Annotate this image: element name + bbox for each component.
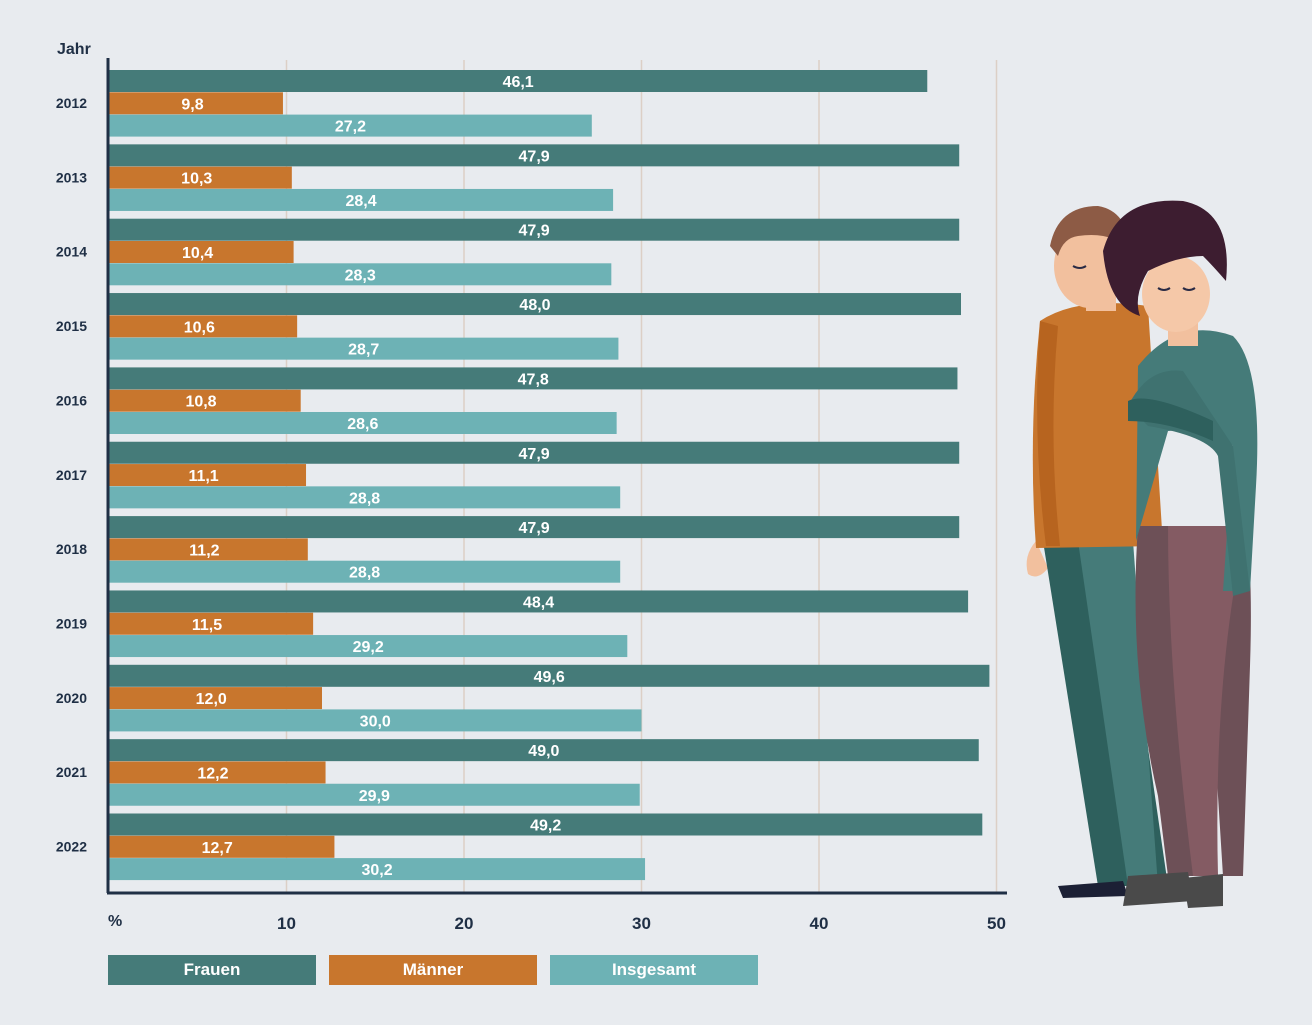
bar-label: 47,9 — [519, 446, 550, 463]
bar-männer-2016 — [109, 389, 301, 412]
bar-label: 28,8 — [349, 490, 380, 507]
bar-label: 10,8 — [185, 394, 216, 411]
legend-item-insgesamt: Insgesamt — [550, 955, 758, 985]
bar-label: 28,6 — [347, 416, 378, 433]
bar-label: 48,0 — [519, 297, 550, 314]
bar-frauen-2015 — [109, 293, 961, 316]
y-tick-label: 2016 — [56, 392, 87, 408]
bar-insgesamt-2014 — [109, 263, 612, 286]
y-tick-label: 2014 — [56, 244, 87, 260]
bar-label: 47,9 — [519, 520, 550, 537]
bar-label: 27,2 — [335, 119, 366, 136]
bar-insgesamt-2019 — [109, 635, 628, 658]
bar-label: 12,2 — [197, 765, 228, 782]
bar-label: 28,7 — [348, 342, 379, 359]
bar-männer-2019 — [109, 612, 314, 635]
bar-label: 11,2 — [189, 542, 219, 559]
bar-label: 49,6 — [534, 669, 565, 686]
bar-label: 28,4 — [345, 193, 376, 210]
bar-label: 49,2 — [530, 818, 561, 835]
x-axis-unit: % — [108, 913, 123, 930]
y-tick-label: 2020 — [56, 690, 87, 706]
legend: Frauen Männer Insgesamt — [108, 955, 758, 985]
y-axis-title: Jahr — [57, 41, 91, 58]
legend-item-maenner: Männer — [329, 955, 537, 985]
bar-label: 47,9 — [519, 148, 550, 165]
bar-insgesamt-2020 — [109, 709, 642, 732]
x-tick-label: 20 — [455, 914, 474, 933]
bar-insgesamt-2013 — [109, 188, 614, 211]
bar-männer-2021 — [109, 761, 326, 784]
bar-frauen-2013 — [109, 144, 960, 167]
bar-frauen-2012 — [109, 70, 928, 92]
bar-frauen-2018 — [109, 516, 960, 539]
bar-label: 29,9 — [359, 788, 390, 805]
bar-label: 12,0 — [196, 691, 227, 708]
bar-männer-2015 — [109, 315, 298, 338]
bar-label: 29,2 — [353, 639, 384, 656]
x-tick-label: 30 — [632, 914, 651, 933]
bar-frauen-2021 — [109, 739, 979, 762]
legend-item-frauen: Frauen — [108, 955, 316, 985]
bar-männer-2014 — [109, 241, 294, 263]
bar-label: 30,0 — [360, 713, 391, 730]
bar-männer-2013 — [109, 166, 292, 189]
y-tick-label: 2021 — [56, 764, 87, 780]
bar-frauen-2019 — [109, 590, 969, 613]
bar-frauen-2022 — [109, 813, 983, 836]
y-tick-label: 2017 — [56, 467, 87, 483]
y-tick-label: 2022 — [56, 839, 87, 855]
bar-label: 11,5 — [192, 617, 222, 634]
bar-label: 12,7 — [202, 840, 233, 857]
bar-insgesamt-2021 — [109, 783, 640, 806]
y-tick-label: 2018 — [56, 541, 87, 557]
bar-insgesamt-2012 — [109, 114, 592, 137]
bar-insgesamt-2016 — [109, 412, 617, 434]
x-tick-label: 50 — [987, 914, 1006, 933]
bar-frauen-2016 — [109, 367, 958, 390]
bar-label: 30,2 — [361, 862, 392, 879]
bar-label: 48,4 — [523, 594, 554, 611]
bar-frauen-2020 — [109, 664, 990, 687]
bar-männer-2020 — [109, 687, 322, 710]
bar-männer-2017 — [109, 464, 307, 487]
bar-label: 10,4 — [182, 245, 213, 262]
bar-insgesamt-2015 — [109, 337, 619, 360]
bar-männer-2012 — [109, 92, 283, 115]
bar-frauen-2017 — [109, 441, 960, 464]
bar-männer-2022 — [109, 835, 335, 858]
x-tick-label: 40 — [810, 914, 829, 933]
bar-label: 49,0 — [528, 743, 559, 760]
y-tick-label: 2019 — [56, 615, 87, 631]
bar-insgesamt-2017 — [109, 486, 621, 509]
y-tick-label: 2015 — [56, 318, 87, 334]
bar-label: 46,1 — [503, 74, 534, 91]
bar-label: 10,3 — [181, 171, 212, 188]
couple-illustration — [1026, 200, 1258, 908]
bar-label: 47,9 — [519, 223, 550, 240]
bar-frauen-2014 — [109, 218, 960, 241]
bar-insgesamt-2022 — [109, 858, 646, 881]
x-tick-label: 10 — [277, 914, 296, 933]
bar-insgesamt-2018 — [109, 560, 621, 583]
bar-label: 28,3 — [345, 267, 376, 284]
woman-figure — [1103, 200, 1258, 908]
y-tick-label: 2013 — [56, 169, 87, 185]
bar-label: 11,1 — [188, 468, 218, 485]
bar-männer-2018 — [109, 538, 308, 561]
bar-label: 28,8 — [349, 565, 380, 582]
bar-label: 9,8 — [181, 96, 203, 113]
y-tick-label: 2012 — [56, 95, 87, 111]
bar-label: 47,8 — [518, 371, 549, 388]
bar-label: 10,6 — [184, 319, 215, 336]
